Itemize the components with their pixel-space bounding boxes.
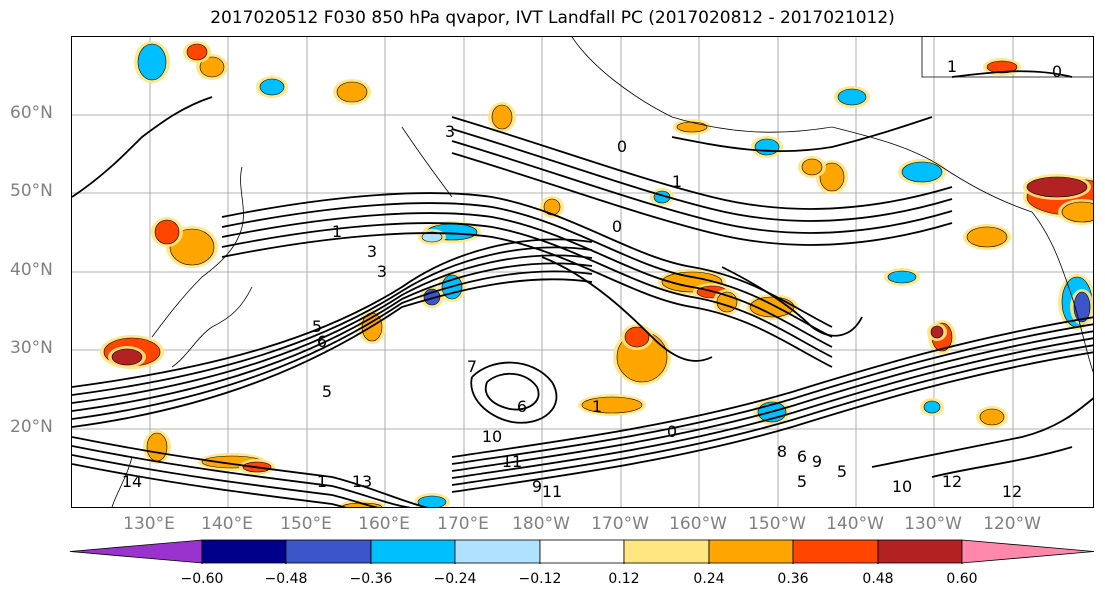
contour-label: 5 [797,472,807,491]
colorbar-tick-label: 0.12 [608,571,640,587]
contour-label: 6 [317,332,327,351]
contour-label: 11 [502,452,522,471]
colorbar-segment [877,539,963,564]
lon-label: 140°W [826,514,884,534]
contour-label: 9 [812,452,822,471]
lon-label: 120°W [983,514,1041,534]
qvapor-shading [100,41,1093,507]
contour-label: 5 [837,462,847,481]
contour-label: 9 [532,477,542,496]
contour-label: 1 [592,397,602,416]
lat-label: 60°N [10,103,53,123]
lon-label: 160°E [358,514,410,534]
contour-label: 5 [322,382,332,401]
lon-label: 160°W [669,514,727,534]
contour-label: 13 [352,472,372,491]
contour-label: 3 [445,122,455,141]
lat-label: 30°N [10,338,53,358]
colorbar-tick-label: 0.60 [946,571,978,587]
colorbar-segment [539,539,625,564]
contour-label: 0 [1052,62,1062,81]
lat-label: 40°N [10,260,53,280]
colorbar-tick-label: −0.36 [349,571,393,587]
colorbar [70,539,1095,564]
contour-label: 12 [942,472,962,491]
map-panel: 1 0 3 0 1 0 1 3 5 6 7 5 6 1 0 10 11 6 9 5 5 8 12 10 12 11 9 14 13 1 3 [71,36,1094,508]
colorbar-segment [961,539,1095,564]
contour-label: 3 [377,262,387,281]
lat-label: 20°N [10,417,53,437]
colorbar-segment [454,539,541,564]
colorbar-segment [370,539,456,564]
contour-label: 10 [482,427,502,446]
contour-label: 10 [892,477,912,496]
chart-title: 2017020512 F030 850 hPa qvapor, IVT Land… [210,8,895,28]
colorbar-segment [708,539,794,564]
contour-label: 12 [1002,482,1022,501]
lon-label: 150°W [748,514,806,534]
contour-label: 6 [517,397,527,416]
lon-label: 170°W [591,514,649,534]
lon-label: 170°E [437,514,489,534]
contour-label: 1 [947,57,957,76]
contour-label: 0 [617,137,627,156]
colorbar-segment [285,539,372,564]
contour-label: 8 [777,442,787,461]
lon-label: 180°W [512,514,570,534]
colorbar-segment [792,539,879,564]
lon-label: 130°W [904,514,962,534]
contour-label: 1 [317,472,327,491]
colorbar-tick-label: 0.36 [777,571,809,587]
colorbar-tick-label: −0.12 [518,571,562,587]
colorbar-tick-label: −0.60 [180,571,224,587]
contour-label: 5 [312,317,322,336]
ivt-contours [72,70,1093,507]
colorbar-segment [70,539,203,564]
colorbar-tick-label: 0.48 [862,571,894,587]
contour-label: 14 [122,472,142,491]
colorbar-segment [623,539,710,564]
colorbar-segment [201,539,287,564]
contour-label: 1 [672,172,682,191]
contour-label: 6 [797,447,807,466]
contour-label: 7 [467,357,477,376]
colorbar-tick-label: −0.24 [433,571,477,587]
lon-label: 140°E [201,514,253,534]
contour-label: 3 [367,242,377,261]
lon-label: 150°E [280,514,332,534]
contour-label: 11 [542,482,562,501]
colorbar-tick-label: 0.24 [693,571,725,587]
lon-label: 130°E [123,514,175,534]
colorbar-tick-label: −0.48 [264,571,308,587]
contour-label: 0 [612,217,622,236]
contour-label: 0 [667,422,677,441]
contour-label: 1 [332,222,342,241]
lat-label: 50°N [10,181,53,201]
